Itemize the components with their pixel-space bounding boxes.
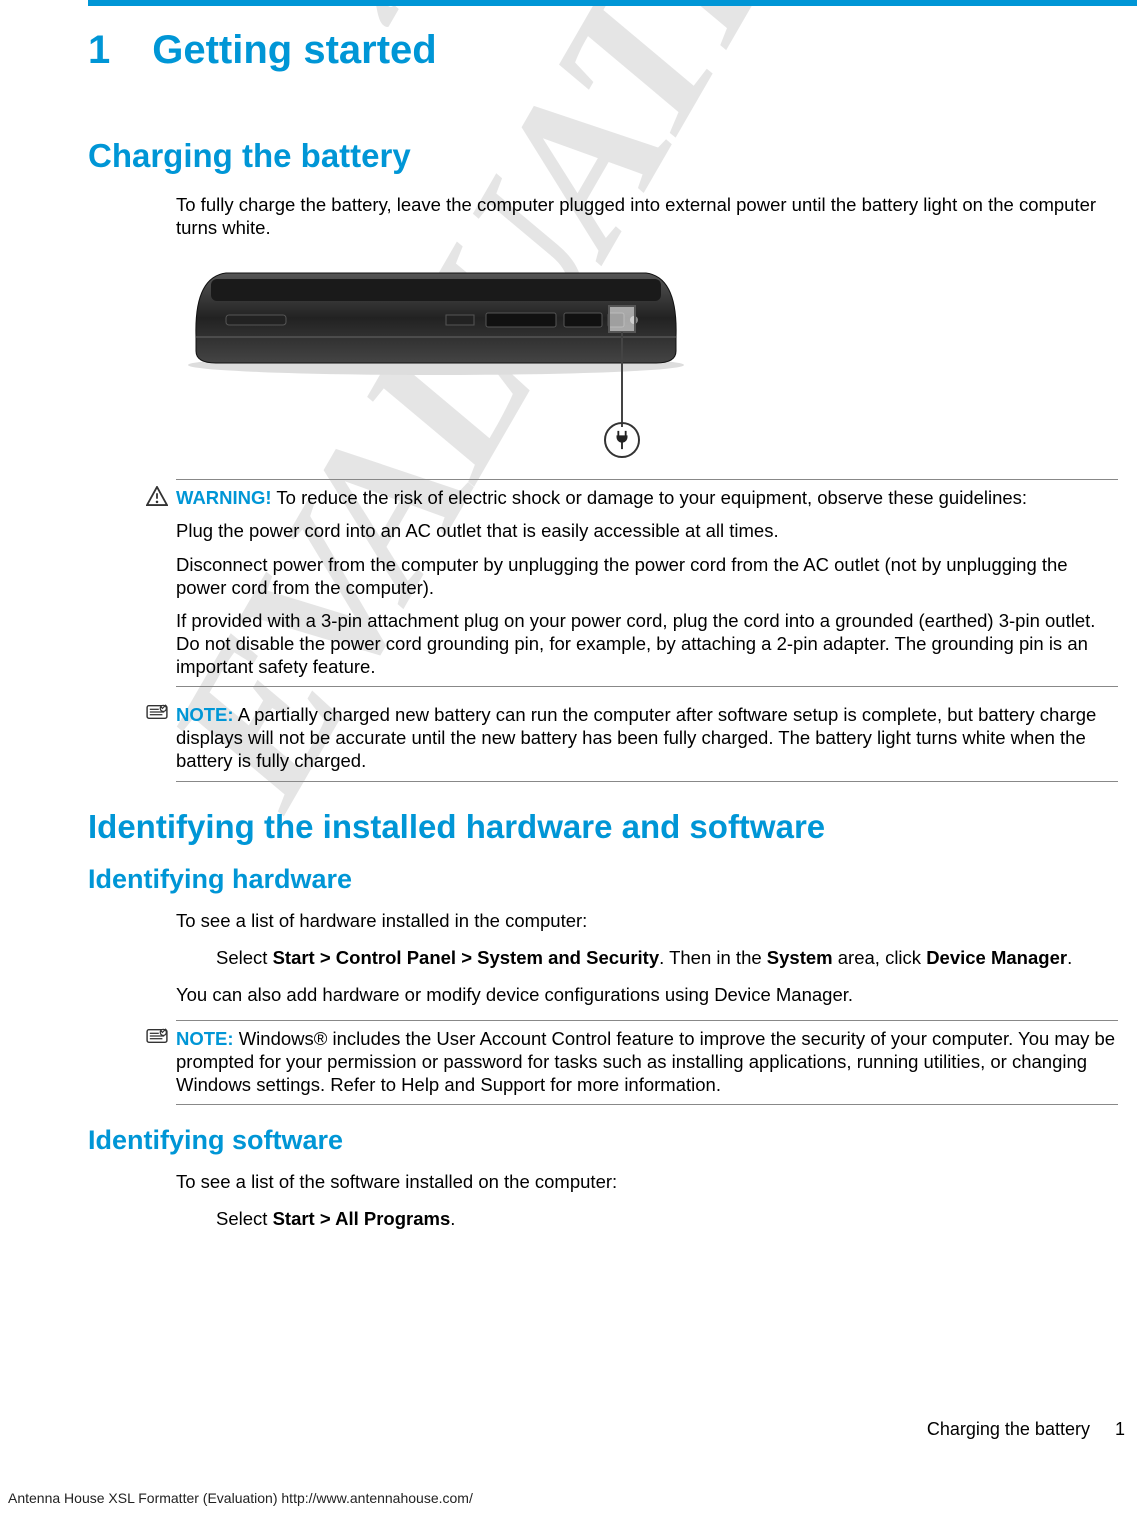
footer-section-label: Charging the battery (927, 1419, 1090, 1439)
power-icon (604, 422, 640, 458)
hw-after: You can also add hardware or modify devi… (176, 983, 1118, 1006)
chapter-number: 1 (88, 28, 110, 73)
hw-intro: To see a list of hardware installed in t… (176, 909, 1118, 932)
note1-block: NOTE: A partially charged new battery ca… (176, 697, 1118, 781)
hw-step-path1: Start > Control Panel > System and Secur… (273, 947, 660, 968)
note-icon (146, 1027, 168, 1050)
note2-block: NOTE: Windows® includes the User Account… (176, 1020, 1118, 1105)
footer-section: Charging the battery 1 (927, 1419, 1125, 1440)
footer-page-number: 1 (1115, 1419, 1125, 1439)
warning-label: WARNING! (176, 487, 272, 508)
note2-text: Windows® includes the User Account Contr… (176, 1028, 1115, 1095)
sw-step-path: Start > All Programs (273, 1208, 451, 1229)
sw-intro: To see a list of the software installed … (176, 1170, 1118, 1193)
page-content: 1 Getting started Charging the battery To… (88, 28, 1118, 1245)
hw-step: Select Start > Control Panel > System an… (216, 946, 1118, 969)
warning-block: WARNING! To reduce the risk of electric … (176, 479, 1118, 687)
warning-icon (146, 486, 168, 511)
heading-identify-hw: Identifying hardware (88, 864, 1118, 895)
note1-text: A partially charged new battery can run … (176, 704, 1096, 771)
note1-label: NOTE: (176, 704, 234, 725)
laptop-illustration (176, 257, 1118, 457)
chapter-title: 1 Getting started (88, 28, 1118, 73)
sw-step-suffix: . (450, 1208, 455, 1229)
hw-step-prefix: Select (216, 947, 273, 968)
hw-step-system: System (767, 947, 833, 968)
heading-identify: Identifying the installed hardware and s… (88, 808, 1118, 846)
note2-label: NOTE: (176, 1028, 234, 1049)
hw-step-devmgr: Device Manager (926, 947, 1067, 968)
charging-intro: To fully charge the battery, leave the c… (176, 193, 1118, 239)
hw-step-suffix: . (1067, 947, 1072, 968)
callout-box (608, 305, 636, 333)
warning-p3: If provided with a 3-pin attachment plug… (176, 609, 1118, 678)
warning-p1: Plug the power cord into an AC outlet th… (176, 519, 1118, 542)
note-icon (146, 703, 168, 726)
hw-step-mid2: area, click (833, 947, 927, 968)
chapter-title-text: Getting started (152, 28, 436, 72)
heading-charging: Charging the battery (88, 137, 1118, 175)
warning-p2: Disconnect power from the computer by un… (176, 553, 1118, 599)
heading-identify-sw: Identifying software (88, 1125, 1118, 1156)
hw-step-mid: . Then in the (659, 947, 767, 968)
warning-lead: To reduce the risk of electric shock or … (276, 487, 1027, 508)
top-rule (88, 0, 1137, 6)
generator-footer: Antenna House XSL Formatter (Evaluation)… (8, 1490, 473, 1506)
sw-step: Select Start > All Programs. (216, 1207, 1118, 1230)
sw-step-prefix: Select (216, 1208, 273, 1229)
callout-line (621, 332, 623, 427)
